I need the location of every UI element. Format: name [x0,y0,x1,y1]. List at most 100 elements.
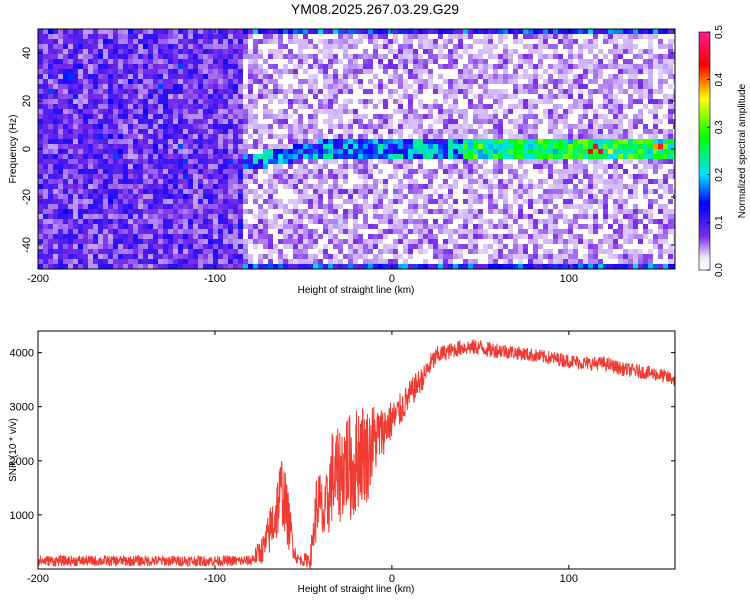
heatmap-cell [593,254,598,259]
heatmap-cell [343,74,348,79]
heatmap-cell [158,154,163,159]
heatmap-cell [168,204,173,209]
heatmap-cell [178,249,183,254]
heatmap-cell [233,219,238,224]
heatmap-cell [263,169,268,174]
heatmap-cell [313,209,318,214]
heatmap-cell [258,74,263,79]
heatmap-cell [553,49,558,54]
heatmap-cell [38,134,43,139]
heatmap-cell [328,114,333,119]
heatmap-cell [583,39,588,44]
heatmap-cell [433,174,438,179]
heatmap-cell [508,109,513,114]
heatmap-cell [488,49,493,54]
heatmap-cell [503,214,508,219]
heatmap-cell [358,54,363,59]
heatmap-cell [188,149,193,154]
heatmap-cell [213,39,218,44]
heatmap-cell [363,249,368,254]
heatmap-cell [383,84,388,89]
heatmap-cell [393,154,398,159]
heatmap-cell [628,29,633,34]
heatmap-cell [128,199,133,204]
heatmap-cell [138,224,143,229]
heatmap-cell [198,54,203,59]
heatmap-cell [553,264,558,269]
heatmap-cell [398,64,403,69]
heatmap-cell [483,149,488,154]
heatmap-cell [518,39,523,44]
heatmap-cell [198,214,203,219]
heatmap-cell [498,149,503,154]
heatmap-cell [58,214,63,219]
heatmap-cell [173,174,178,179]
heatmap-cell [513,84,518,89]
heatmap-cell [323,49,328,54]
heatmap-cell [203,154,208,159]
heatmap-cell [478,114,483,119]
heatmap-cell [283,134,288,139]
heatmap-cell [153,169,158,174]
heatmap-cell [438,149,443,154]
heatmap-cell [193,49,198,54]
heatmap-cell [373,54,378,59]
heatmap-cell [593,39,598,44]
heatmap-cell [83,154,88,159]
heatmap-cell [578,64,583,69]
heatmap-cell [653,169,658,174]
heatmap-cell [228,209,233,214]
heatmap-cell [423,79,428,84]
heatmap-cell [333,259,338,264]
heatmap-cell [563,239,568,244]
heatmap-cell [293,89,298,94]
heatmap-cell [203,169,208,174]
heatmap-cell [378,239,383,244]
heatmap-cell [558,89,563,94]
heatmap-cell [518,114,523,119]
heatmap-cell [478,104,483,109]
heatmap-cell [418,244,423,249]
heatmap-cell [563,134,568,139]
heatmap-cell [178,244,183,249]
heatmap-cell [203,214,208,219]
heatmap-cell [618,49,623,54]
heatmap-cell [68,204,73,209]
heatmap-cell [353,109,358,114]
heatmap-cell [148,119,153,124]
heatmap-cell [313,139,318,144]
heatmap-cell [608,49,613,54]
heatmap-cell [563,59,568,64]
heatmap-cell [123,54,128,59]
heatmap-cell [58,239,63,244]
heatmap-cell [533,219,538,224]
heatmap-cell [323,94,328,99]
heatmap-cell [323,264,328,269]
heatmap-cell [263,69,268,74]
heatmap-cell [593,169,598,174]
heatmap-cell [148,49,153,54]
heatmap-cell [648,84,653,89]
heatmap-cell [218,219,223,224]
heatmap-cell [108,49,113,54]
heatmap-cell [363,204,368,209]
heatmap-cell [633,194,638,199]
heatmap-cell [623,69,628,74]
heatmap-cell [68,99,73,104]
heatmap-cell [323,104,328,109]
heatmap-cell [278,99,283,104]
heatmap-cell [538,54,543,59]
heatmap-cell [193,104,198,109]
heatmap-cell [588,249,593,254]
heatmap-cell [88,119,93,124]
heatmap-cell [438,194,443,199]
heatmap-cell [508,94,513,99]
heatmap-cell [213,34,218,39]
heatmap-cell [593,219,598,224]
heatmap-cell [388,209,393,214]
heatmap-cell [603,179,608,184]
heatmap-cell [118,139,123,144]
heatmap-cell [498,99,503,104]
heatmap-cell [573,259,578,264]
heatmap-cell [638,209,643,214]
